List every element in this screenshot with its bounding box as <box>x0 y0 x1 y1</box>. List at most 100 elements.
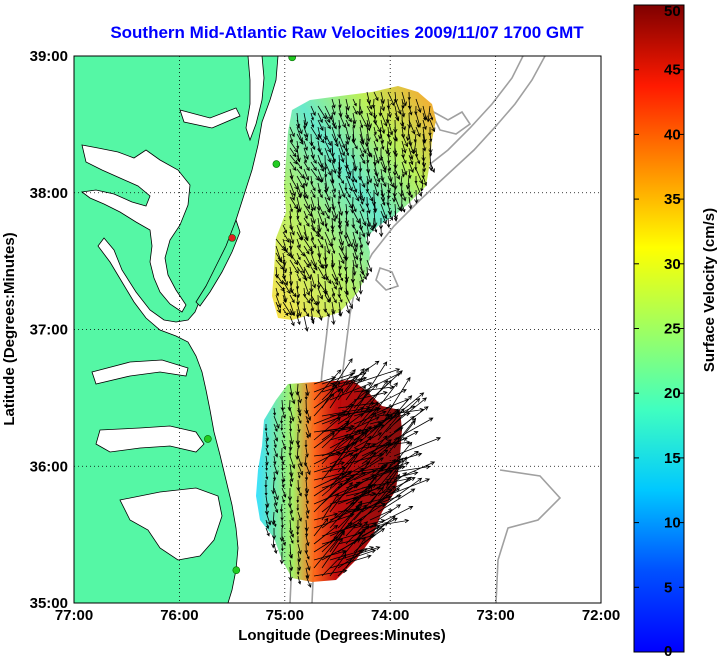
velocity-vector <box>412 140 417 155</box>
velocity-vector <box>380 210 387 225</box>
velocity-vector <box>337 119 342 130</box>
colorbar-tick-label: 5 <box>664 579 672 596</box>
velocity-vector <box>296 140 300 150</box>
y-tick-label: 37:00 <box>30 322 68 339</box>
velocity-vector <box>289 415 293 425</box>
velocity-vector <box>297 391 302 404</box>
radar-station-marker <box>204 435 212 443</box>
velocity-vector <box>324 273 332 285</box>
velocity-vector <box>297 511 302 522</box>
velocity-vector <box>297 423 301 433</box>
velocity-vector <box>305 407 312 422</box>
velocity-vector <box>288 210 293 220</box>
y-tick-label: 38:00 <box>30 185 68 202</box>
velocity-vector <box>289 126 295 138</box>
velocity-vector <box>385 417 417 457</box>
velocity-vector <box>415 182 423 197</box>
velocity-vector <box>380 161 387 174</box>
velocity-vector <box>265 439 269 449</box>
velocity-vector <box>296 301 302 317</box>
velocity-vector <box>310 210 316 225</box>
velocity-vector <box>310 196 316 212</box>
velocity-vector <box>273 407 277 416</box>
velocity-vector <box>337 154 343 172</box>
velocity-vector <box>289 154 298 165</box>
velocity-vector <box>338 273 344 282</box>
velocity-vector <box>281 455 285 466</box>
velocity-vector <box>317 133 325 144</box>
velocity-vector <box>422 126 427 144</box>
x-tick-label: 76:00 <box>160 607 198 624</box>
velocity-vector <box>338 308 342 317</box>
velocity-vector <box>310 189 316 199</box>
velocity-vector <box>305 431 309 439</box>
velocity-vector <box>281 495 285 504</box>
velocity-vector <box>331 182 336 193</box>
velocity-vector <box>401 140 407 154</box>
velocity-vector <box>297 463 304 476</box>
velocity-vector <box>387 105 392 119</box>
velocity-vector <box>380 196 386 206</box>
velocity-vector <box>380 119 386 135</box>
velocity-vector <box>288 447 292 457</box>
velocity-vector <box>353 368 401 385</box>
velocity-vector <box>338 203 344 217</box>
velocity-vector <box>289 423 293 432</box>
velocity-vector <box>265 431 269 442</box>
velocity-vector <box>296 527 300 536</box>
velocity-vector <box>429 119 436 133</box>
velocity-vector <box>296 535 300 544</box>
x-tick-label: 73:00 <box>476 607 514 624</box>
velocity-vector <box>304 440 308 449</box>
velocity-vector <box>265 447 270 456</box>
velocity-vector <box>414 161 418 171</box>
x-axis-label: Longitude (Degrees:Minutes) <box>238 627 446 644</box>
velocity-vector <box>317 266 326 280</box>
velocity-vector <box>352 182 358 194</box>
velocity-vector <box>401 119 406 131</box>
velocity-vector <box>365 266 370 277</box>
velocity-vector <box>369 455 402 489</box>
velocity-vector <box>359 105 363 115</box>
colorbar-tick-label: 25 <box>664 321 681 338</box>
velocity-vector <box>352 252 359 269</box>
velocity-vector <box>359 210 367 227</box>
velocity-vector <box>317 112 323 124</box>
velocity-vector <box>289 175 299 191</box>
velocity-vector <box>377 488 416 513</box>
velocity-vector <box>296 161 303 170</box>
velocity-vector <box>401 189 407 202</box>
velocity-vector <box>305 503 310 515</box>
velocity-vector <box>273 543 278 555</box>
velocity-vector <box>373 91 379 102</box>
velocity-vector <box>385 478 431 497</box>
velocity-vector <box>385 376 411 417</box>
velocity-vector <box>385 456 407 489</box>
velocity-vector <box>387 210 393 221</box>
velocity-vector <box>324 266 329 281</box>
velocity-vector <box>408 140 415 155</box>
velocity-vector <box>303 126 309 139</box>
velocity-vector <box>296 273 301 282</box>
velocity-vector <box>303 189 309 200</box>
velocity-vector <box>289 231 295 245</box>
velocity-vector <box>289 511 294 522</box>
colorbar-tick-label: 45 <box>664 62 681 79</box>
velocity-vector <box>289 535 294 544</box>
velocity-vector <box>317 175 323 183</box>
velocity-vector <box>394 196 402 212</box>
velocity-vector <box>305 551 310 560</box>
velocity-vector <box>359 196 364 205</box>
velocity-vector <box>275 287 279 297</box>
velocity-vector <box>303 315 309 332</box>
velocity-vector <box>265 527 270 537</box>
velocity-vector <box>303 147 309 160</box>
velocity-vector <box>280 423 284 431</box>
velocity-vector <box>310 259 318 271</box>
velocity-vector <box>310 105 316 117</box>
colorbar-tick-label: 10 <box>664 515 681 532</box>
velocity-vector <box>313 417 341 441</box>
velocity-vector <box>331 189 336 199</box>
velocity-vector <box>303 245 310 255</box>
velocity-vector <box>361 442 391 465</box>
